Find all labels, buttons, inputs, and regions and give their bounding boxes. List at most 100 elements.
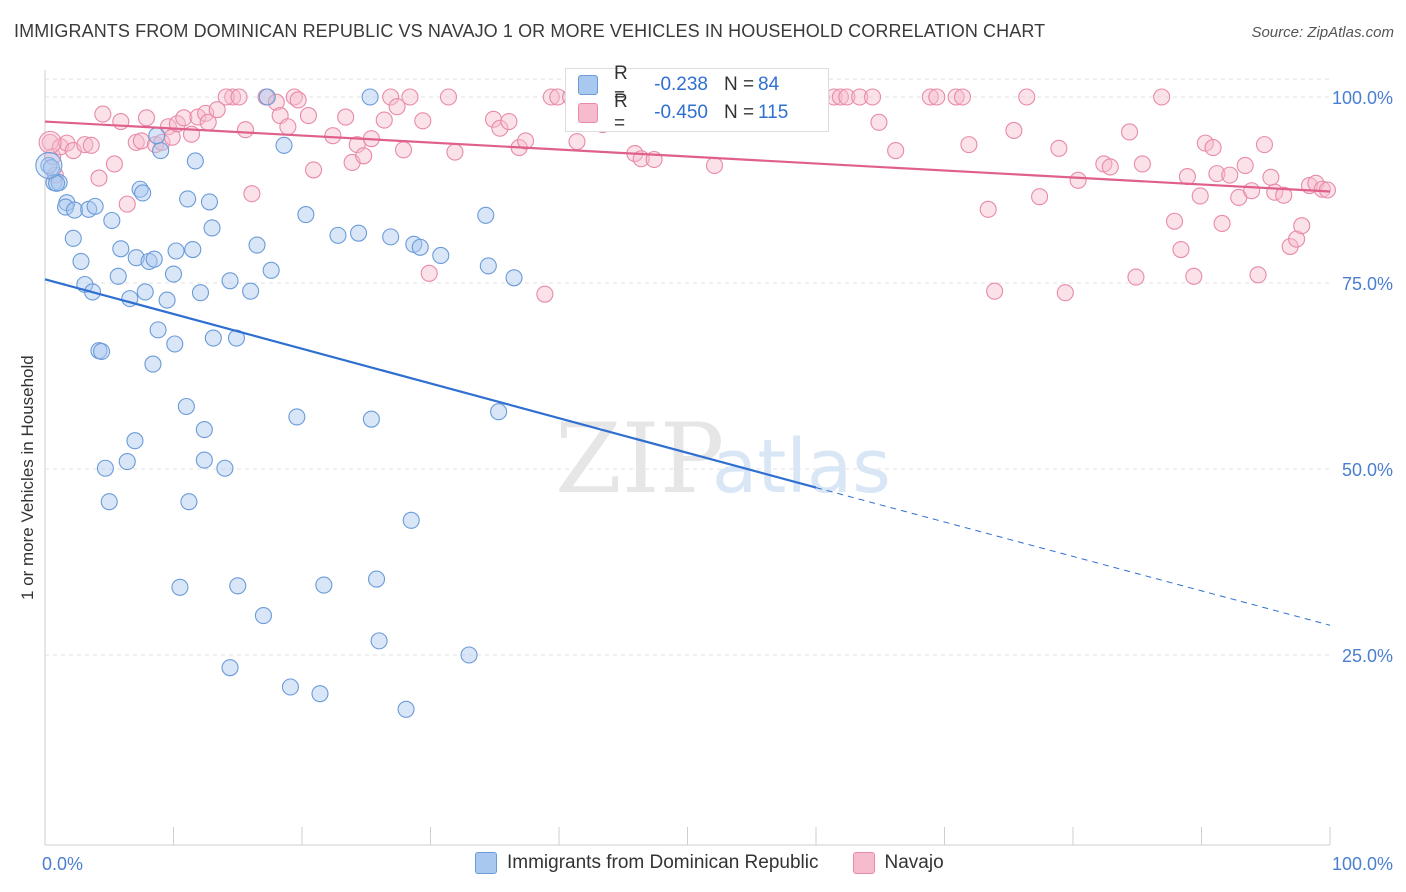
- legend-row-navajo: R = -0.450 N = 115: [578, 91, 789, 134]
- navajo-point: [1313, 180, 1331, 198]
- legend-item-navajo[interactable]: Navajo: [852, 852, 944, 874]
- dominican-point: [42, 159, 60, 177]
- trend-lines: [44, 120, 1331, 626]
- dominican-point: [118, 453, 136, 471]
- legend-swatch-blue: [578, 75, 598, 95]
- navajo-point: [279, 118, 297, 136]
- dominican-point: [144, 355, 162, 373]
- navajo-point: [1213, 214, 1231, 233]
- series-legend: Immigrants from Dominican Republic Navaj…: [475, 852, 978, 874]
- dominican-point: [479, 257, 497, 275]
- dominican-point: [477, 206, 495, 224]
- dominican-point: [184, 240, 202, 259]
- navajo-point: [1165, 212, 1184, 230]
- legend-n-value: 115: [758, 102, 789, 123]
- dominican-point: [200, 193, 219, 211]
- navajo-point: [1191, 187, 1209, 205]
- navajo-point: [118, 195, 136, 213]
- dominican-point: [505, 269, 523, 287]
- chart-title: IMMIGRANTS FROM DOMINICAN REPUBLIC VS NA…: [14, 21, 1046, 41]
- dominican-point: [297, 206, 315, 224]
- navajo-point: [355, 147, 373, 165]
- navajo-point: [887, 142, 905, 160]
- dominican-point: [126, 432, 144, 450]
- navajo-point: [870, 113, 888, 131]
- dominican-point: [221, 272, 239, 290]
- legend-label-dominican: Immigrants from Dominican Republic: [507, 852, 819, 873]
- dominican-point: [281, 678, 299, 696]
- dominican-point: [145, 250, 163, 268]
- legend-swatch-blue: [475, 852, 497, 874]
- dominican-point: [361, 88, 379, 106]
- navajo-point: [1255, 136, 1274, 154]
- dominican-point: [66, 201, 84, 219]
- navajo-point: [947, 88, 965, 106]
- dominican-point: [367, 570, 386, 588]
- dominican-point: [167, 242, 185, 260]
- navajo-point: [838, 88, 856, 106]
- navajo-point: [90, 169, 108, 187]
- navajo-point: [1018, 88, 1036, 106]
- navajo-point: [491, 119, 509, 137]
- dominican-point: [362, 410, 380, 428]
- dominican-point: [248, 236, 266, 254]
- navajo-point: [1262, 168, 1280, 186]
- dominican-point: [254, 607, 273, 625]
- axes: [44, 70, 1331, 846]
- navajo-point: [1153, 88, 1171, 106]
- navajo-point: [1031, 188, 1049, 206]
- dominican-point: [127, 249, 145, 267]
- navajo-point: [439, 88, 458, 106]
- navajo-point: [536, 285, 554, 303]
- legend-r-value: -0.238: [654, 74, 708, 95]
- navajo-point: [1127, 268, 1145, 286]
- navajo-point: [863, 88, 882, 106]
- navajo-point: [446, 143, 464, 161]
- navajo-point: [76, 136, 94, 154]
- watermark: ZIP atlas: [555, 403, 891, 515]
- navajo-point: [224, 88, 242, 106]
- navajo-point: [175, 109, 193, 127]
- dominican-point: [148, 127, 166, 145]
- dominican-point: [72, 252, 90, 270]
- legend-r-value: -0.450: [654, 102, 708, 123]
- legend-r-label: R =: [614, 91, 628, 134]
- dominican-point: [171, 578, 189, 596]
- dominican-point: [180, 493, 198, 511]
- navajo-point: [1178, 168, 1196, 186]
- y-tick-label: 50.0%: [1342, 460, 1393, 480]
- navajo-point: [1221, 166, 1239, 184]
- dominican-point: [186, 152, 204, 170]
- navajo-point: [928, 88, 946, 106]
- dominican-point: [109, 267, 127, 285]
- dominican-point: [96, 459, 114, 477]
- dominican-point: [112, 240, 130, 258]
- navajo-point: [337, 108, 355, 126]
- dominican-point: [134, 184, 152, 202]
- dominican-point: [402, 511, 420, 529]
- legend-n-label: N =: [724, 102, 755, 123]
- dominican-point: [64, 229, 82, 247]
- legend-n-value: 84: [758, 74, 780, 95]
- y-tick-label: 25.0%: [1342, 646, 1393, 666]
- navajo-point: [568, 133, 586, 151]
- dominican-point: [158, 291, 176, 309]
- dominican-point: [164, 265, 183, 283]
- navajo-trend-line: [44, 120, 1331, 193]
- navajo-point: [394, 141, 413, 159]
- x-tick-label: 0.0%: [42, 854, 83, 874]
- legend-item-dominican[interactable]: Immigrants from Dominican Republic: [475, 852, 819, 874]
- dominican-point: [152, 142, 170, 160]
- navajo-point: [382, 88, 400, 106]
- navajo-point: [851, 88, 869, 106]
- navajo-point: [189, 108, 207, 126]
- navajo-point: [420, 264, 438, 282]
- dominican-point: [136, 283, 154, 301]
- dominican-trend-line: [44, 278, 817, 489]
- navajo-point: [1204, 139, 1222, 157]
- dominican-point: [229, 577, 247, 595]
- dominican-point: [195, 451, 213, 469]
- navajo-point: [953, 88, 972, 106]
- dominican-point: [57, 198, 75, 216]
